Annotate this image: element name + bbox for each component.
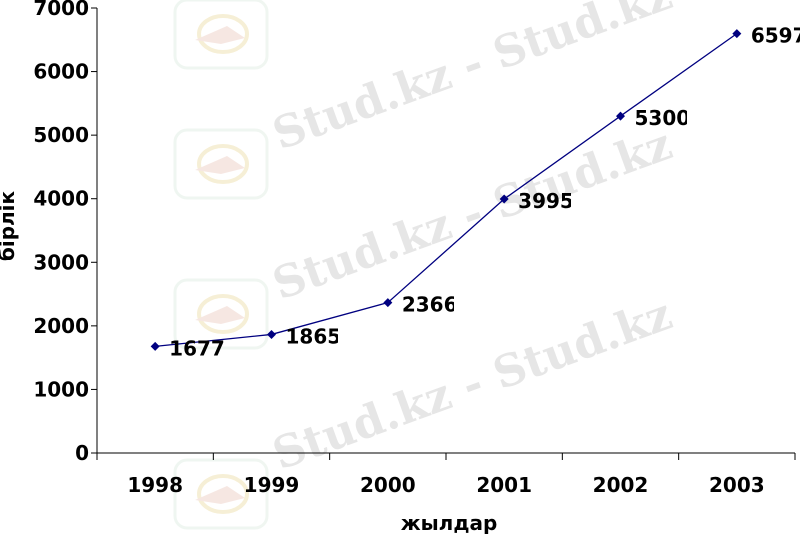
series-line-group (150, 29, 742, 351)
watermark-logo (173, 128, 269, 200)
data-point-marker (499, 194, 509, 204)
data-label: 2366 (402, 293, 458, 317)
y-tick-label: 7000 (33, 0, 89, 20)
data-point-marker (732, 29, 742, 39)
x-axis-ticks: 1998 1999 2000 2001 2002 2003 (96, 453, 796, 497)
watermark-logo (173, 278, 269, 350)
x-tick-label: 2003 (709, 473, 765, 497)
y-tick-label: 3000 (33, 250, 89, 274)
watermark-logo (173, 458, 269, 530)
data-label: 1677 (169, 336, 225, 360)
watermark-logo (173, 0, 269, 70)
y-tick-label: 2000 (33, 314, 89, 338)
watermark-text: Stud.kz - Stud.kz (266, 119, 678, 311)
data-labels: 1677 1865 2366 3995 5300 6597 (169, 24, 800, 361)
data-point-marker (383, 298, 393, 308)
data-label: 3995 (518, 189, 574, 213)
x-tick-label: 2000 (360, 473, 416, 497)
x-tick-label: 2002 (593, 473, 649, 497)
x-axis-title: жылдар (401, 511, 498, 534)
y-tick-label: 5000 (33, 123, 89, 147)
series-line (155, 33, 738, 348)
data-label: 6597 (751, 24, 800, 48)
y-tick-label: 6000 (33, 60, 89, 84)
x-tick-label: 1998 (127, 473, 183, 497)
y-tick-label: 0 (75, 441, 89, 465)
x-tick-label: 2001 (476, 473, 532, 497)
data-label: 5300 (635, 106, 691, 130)
y-axis-ticks: 0 1000 2000 3000 4000 5000 6000 7000 (33, 0, 97, 465)
y-tick-label: 4000 (33, 187, 89, 211)
x-tick-label: 1999 (244, 473, 300, 497)
data-point-marker (150, 341, 160, 351)
y-tick-label: 1000 (33, 377, 89, 401)
data-point-marker (267, 329, 276, 339)
y-axis-title: бірлік (0, 190, 19, 261)
watermark-text: Stud.kz - Stud.kz (266, 289, 678, 481)
data-label: 1865 (286, 324, 342, 348)
data-point-marker (616, 111, 625, 121)
